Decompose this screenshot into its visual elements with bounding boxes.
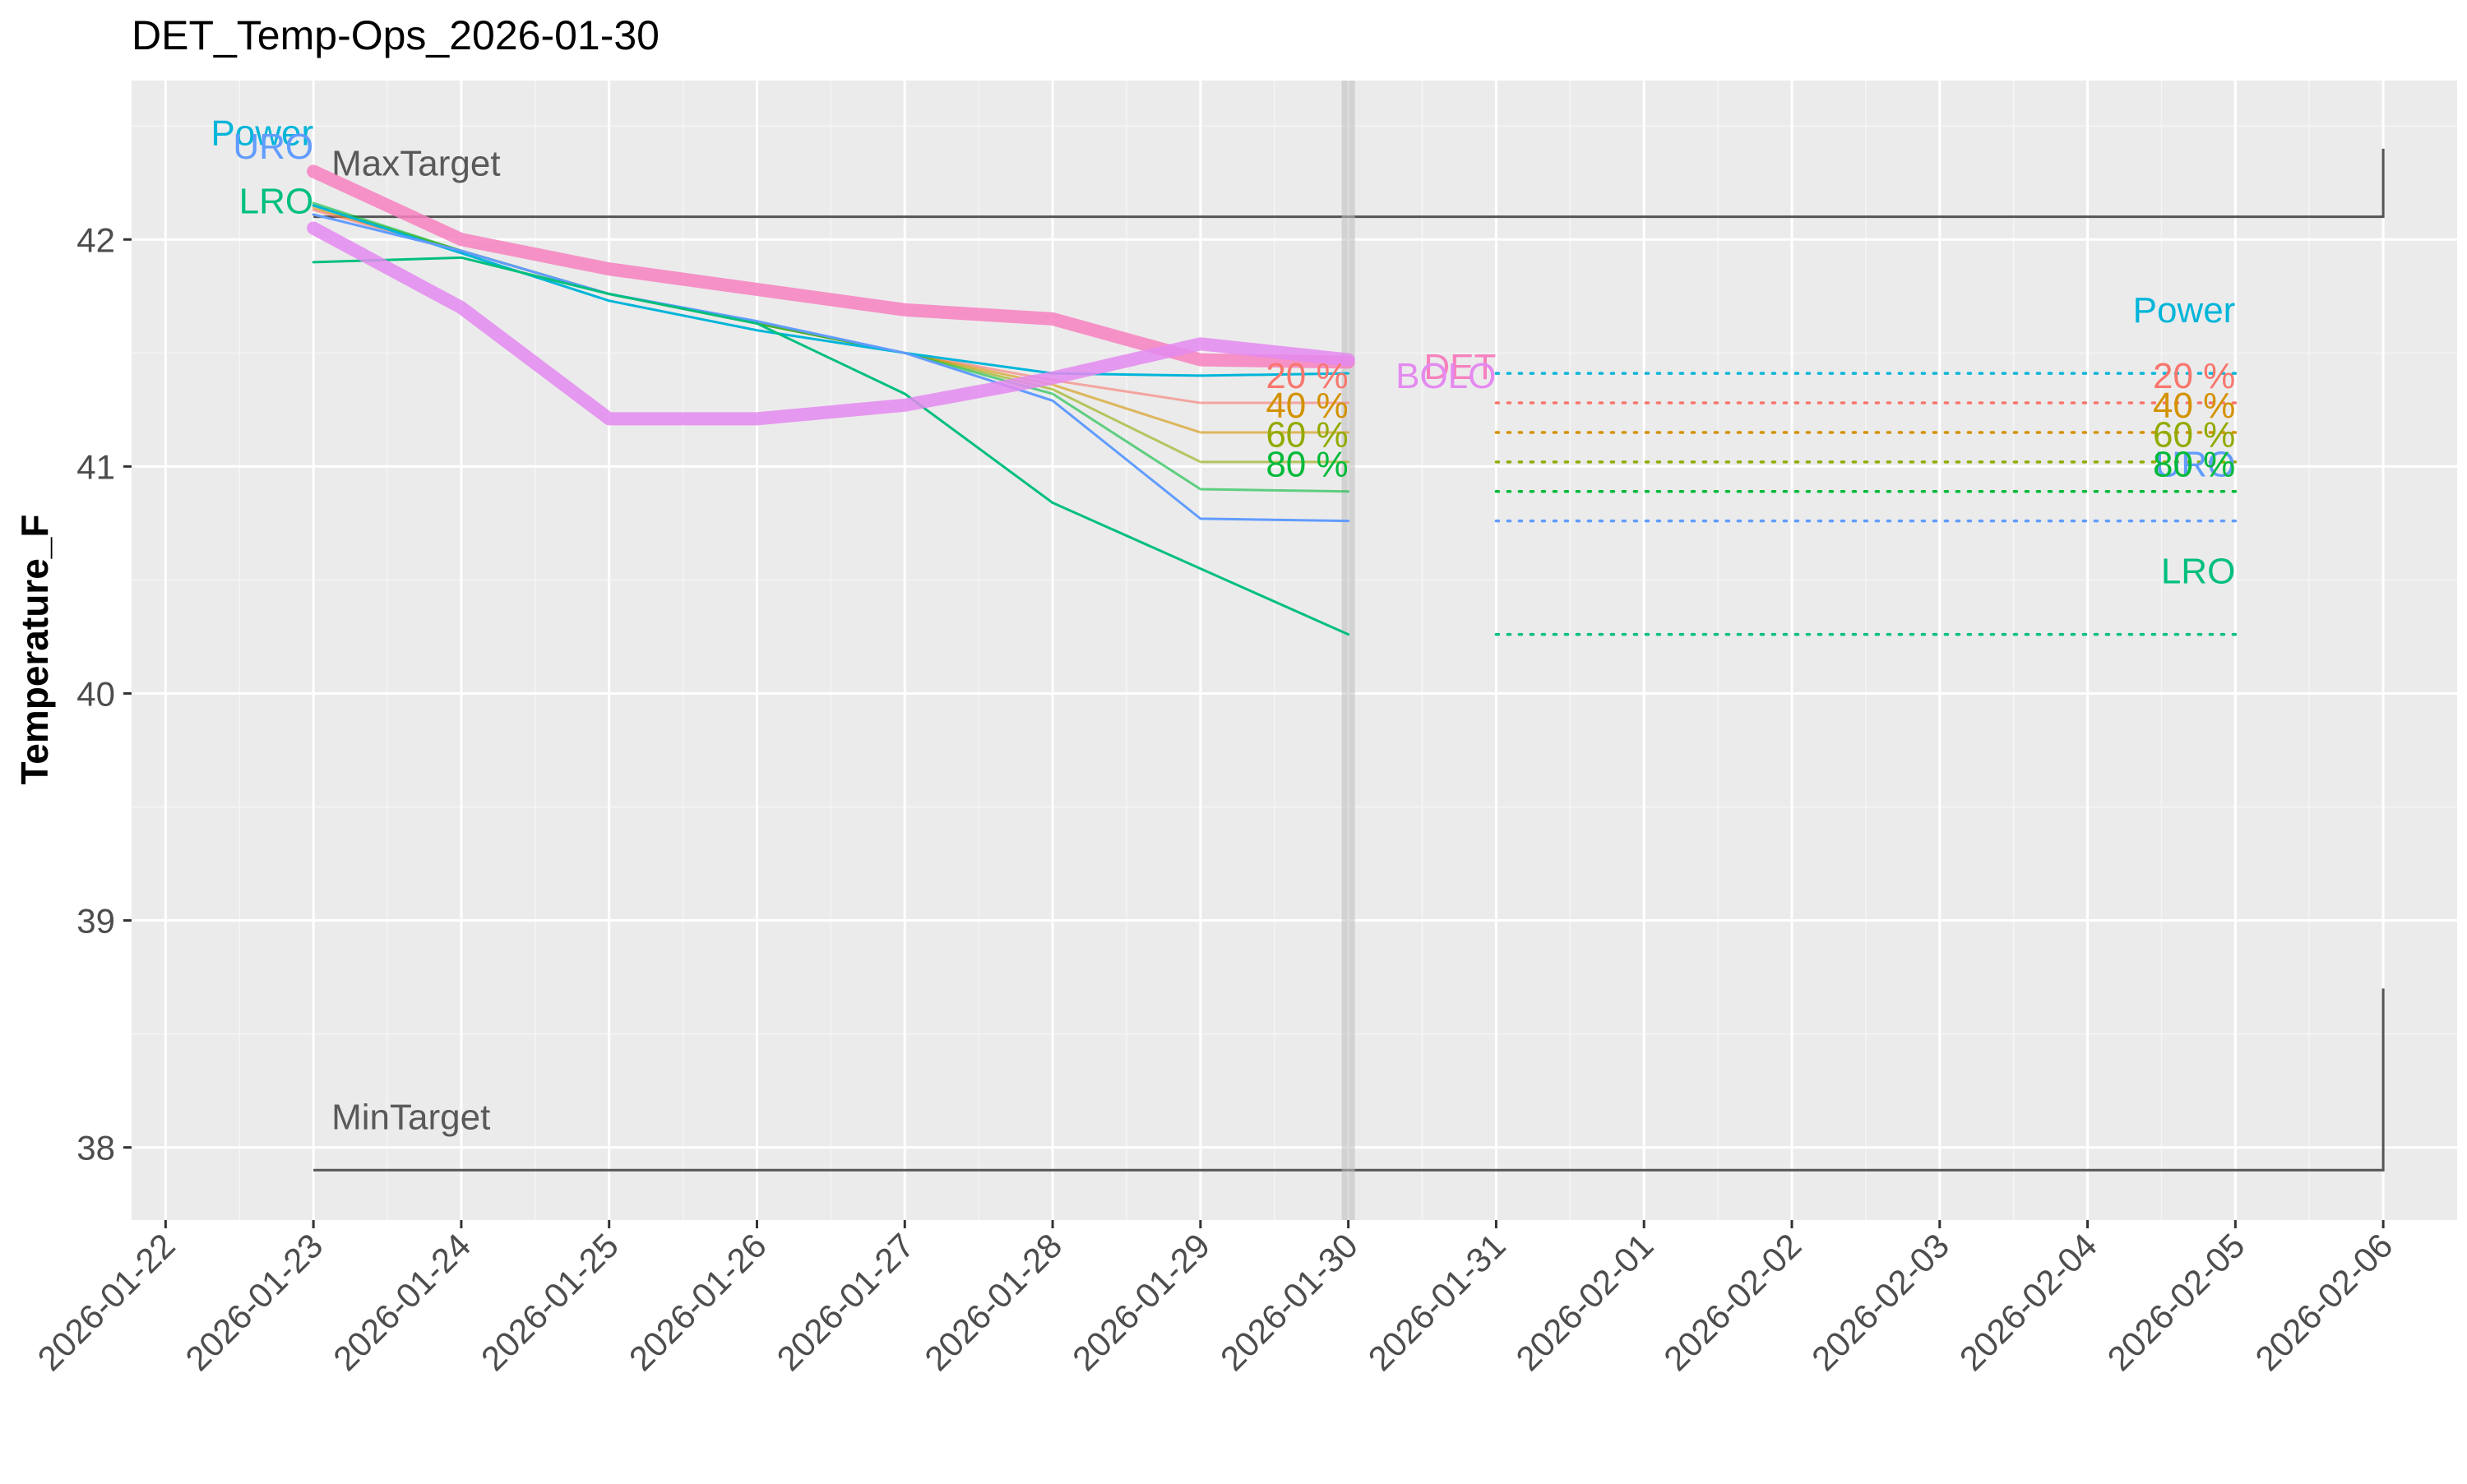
mintarget-line (313, 988, 2385, 1172)
chart-title: DET_Temp-Ops_2026-01-30 (132, 12, 660, 58)
y-axis: 38 39 40 41 42 (76, 220, 132, 1167)
annotation-60: 60 % (1266, 415, 1348, 455)
series-line-lro (312, 256, 1350, 636)
annotation-40: 40 % (2153, 386, 2235, 426)
series-line-bolo (307, 221, 1355, 426)
annotation-60: 60 % (2153, 415, 2235, 455)
mintarget-label: MinTarget (331, 1097, 490, 1137)
y-axis-label: Temperature_F (13, 515, 56, 785)
target-lines: MaxTarget MinTarget (313, 144, 2385, 1172)
grid-lines (132, 81, 2457, 1220)
y-tick-label: 41 (76, 447, 115, 486)
annotation-lro: LRO (2161, 551, 2235, 591)
annotation-40: 40 % (1266, 386, 1348, 426)
annotation-power: Power (2133, 290, 2236, 331)
annotation-power: Power (211, 113, 313, 154)
annotation-uro: URO (2155, 445, 2236, 485)
series-line-uro (312, 213, 1350, 523)
y-tick-label: 40 (76, 674, 115, 713)
annotation-lro: LRO (239, 181, 313, 221)
maxtarget-label: MaxTarget (331, 144, 500, 184)
plot-panel (132, 81, 2457, 1220)
panel-background (132, 81, 2457, 1220)
y-tick-label: 39 (76, 902, 115, 941)
forecast-lines (1494, 372, 2238, 636)
maxtarget-line (313, 148, 2385, 219)
annotation-80: 80 % (1266, 445, 1348, 485)
annotation-uro: URO (233, 127, 313, 167)
series-line-power (312, 204, 1350, 377)
series-lines (307, 164, 1355, 636)
y-tick-label: 42 (76, 220, 115, 259)
annotation-det: DET (1423, 347, 1496, 387)
annotation-bolo: BOLO (1395, 356, 1496, 396)
annotation-80: 80 % (2153, 445, 2235, 485)
y-tick-label: 38 (76, 1129, 115, 1167)
annotation-20: 20 % (1266, 356, 1348, 396)
annotation-20: 20 % (2153, 356, 2235, 396)
